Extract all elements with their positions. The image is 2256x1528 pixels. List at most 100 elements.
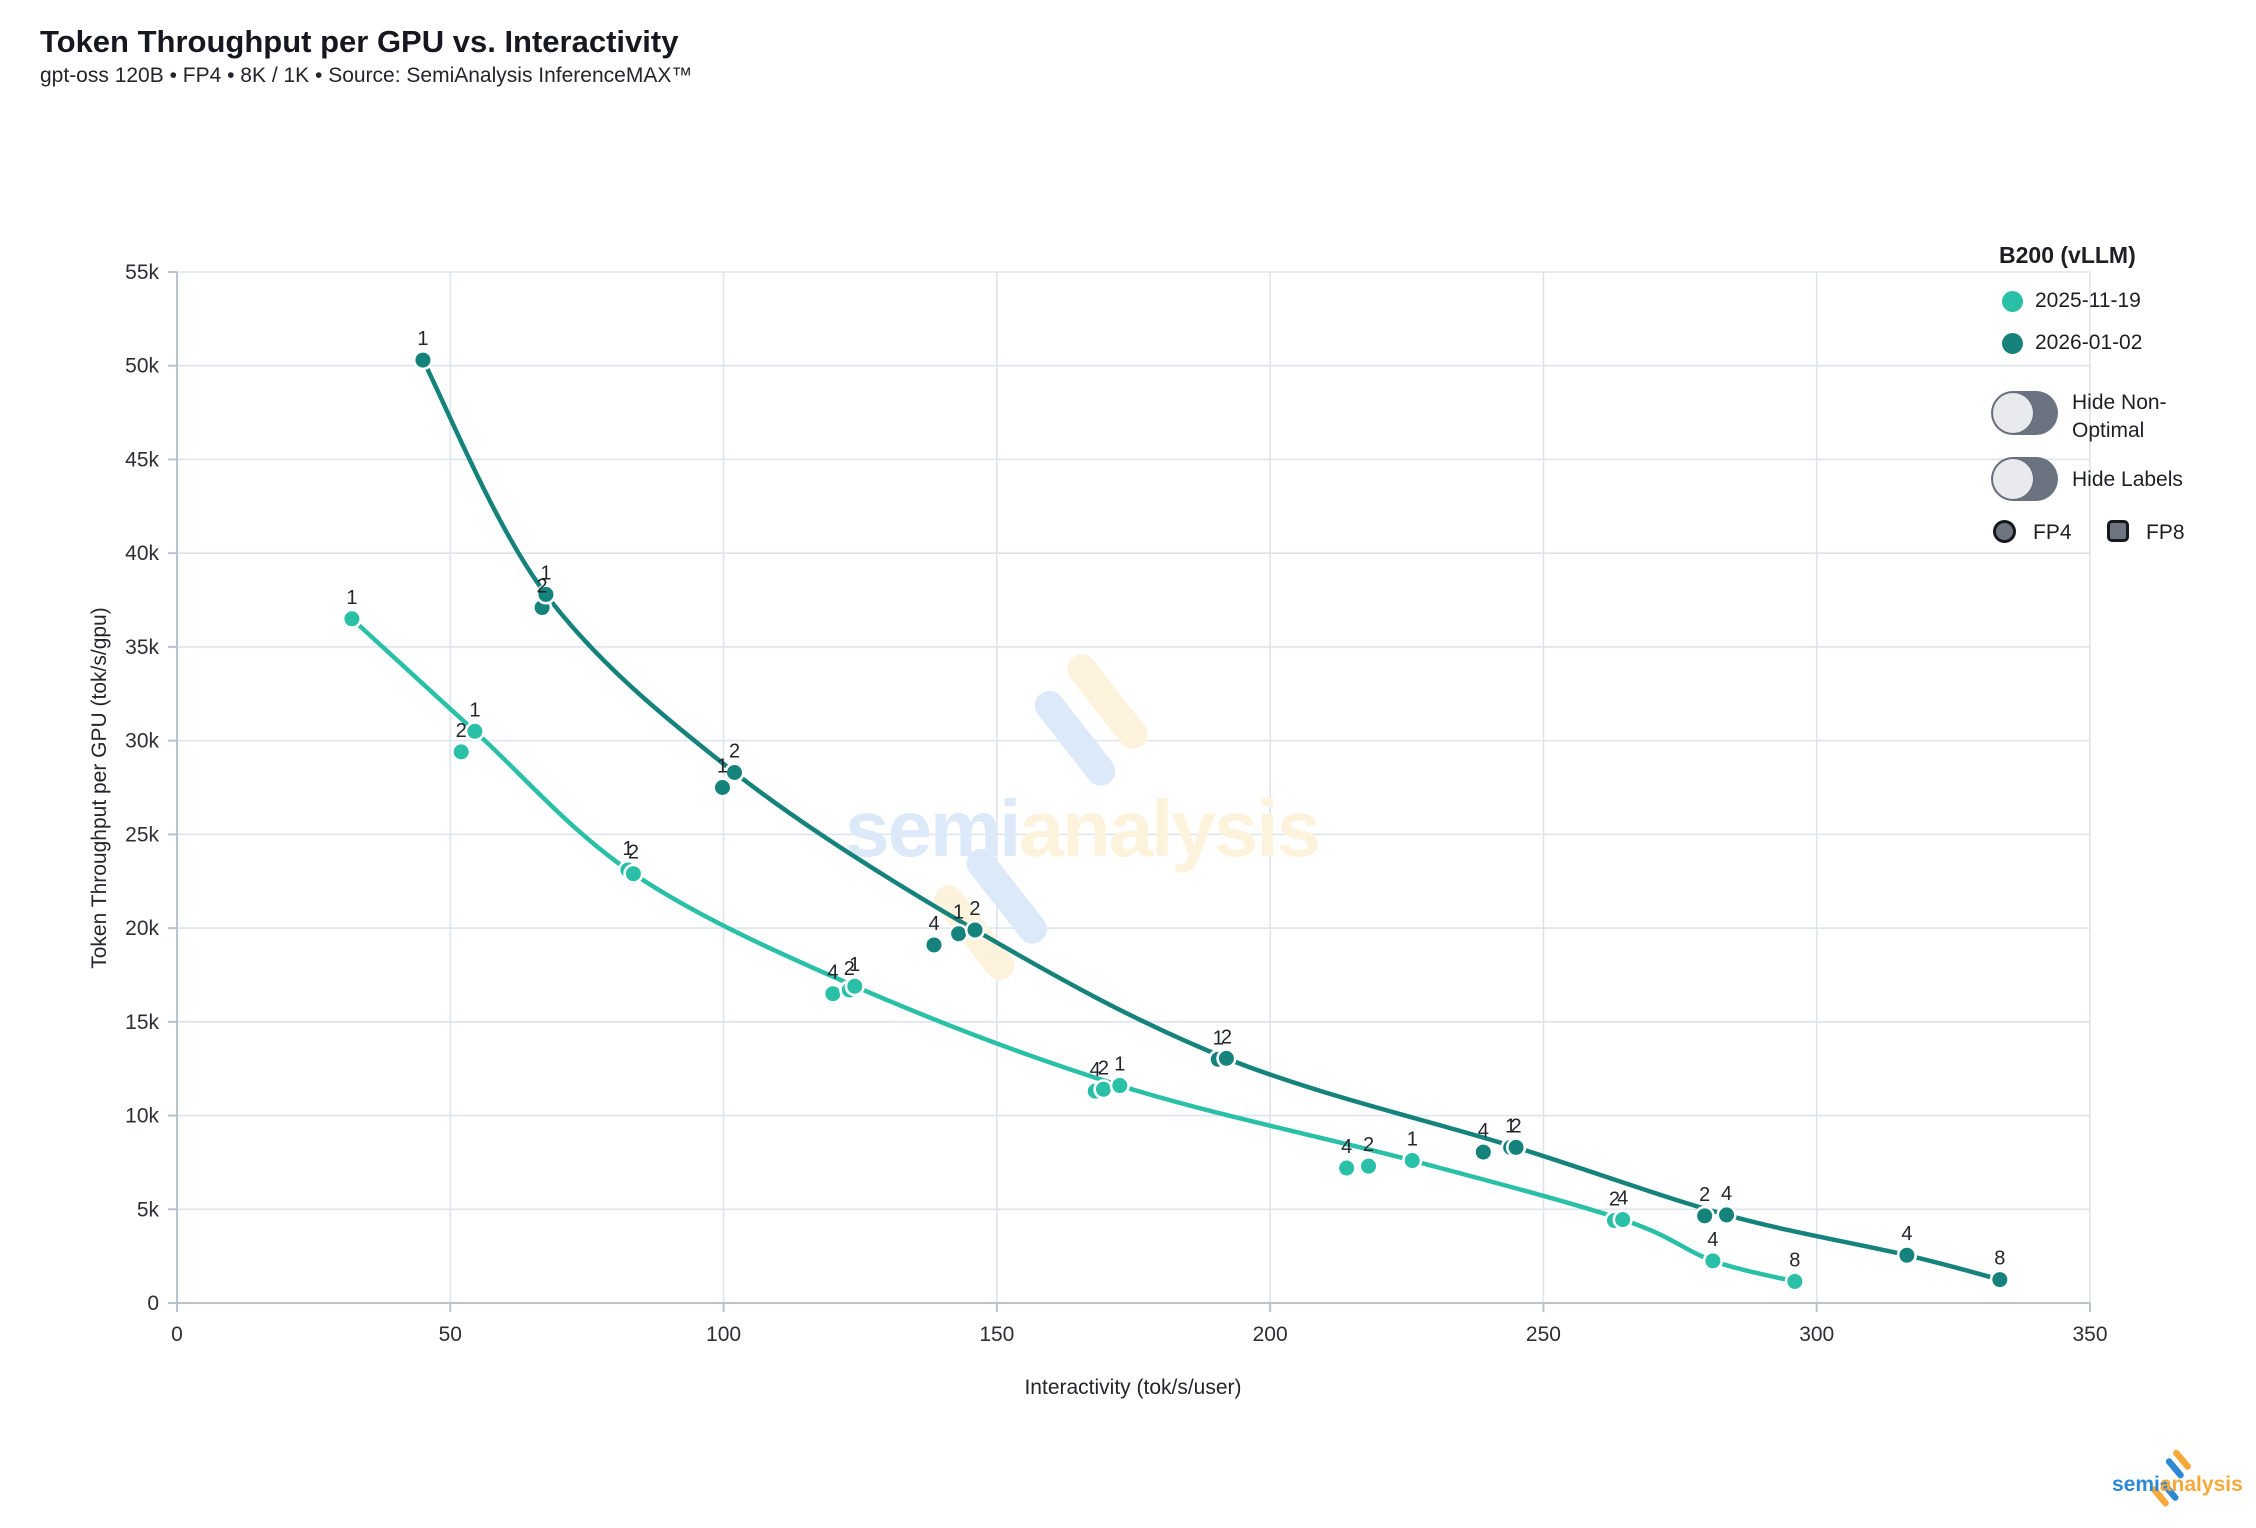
y-tick-label: 50k xyxy=(125,355,159,378)
x-axis-title: Interactivity (tok/s/user) xyxy=(1024,1376,1242,1399)
data-point[interactable] xyxy=(1358,1156,1379,1177)
y-tick-label: 20k xyxy=(125,917,159,940)
point-label: 4 xyxy=(1478,1120,1489,1142)
data-point[interactable] xyxy=(1702,1250,1723,1271)
data-point[interactable] xyxy=(451,741,472,762)
data-point[interactable] xyxy=(844,976,865,997)
point-label: 2 xyxy=(1221,1026,1232,1048)
legend-item-series-0[interactable]: 2025-11-19 xyxy=(2002,289,2141,313)
point-label: 8 xyxy=(1994,1248,2005,1270)
hide-non-optimal-label: Hide Non-Optimal xyxy=(2072,391,2167,442)
x-tick-label: 100 xyxy=(706,1323,741,1346)
y-tick-label: 35k xyxy=(125,636,159,659)
watermark-slash-yellow xyxy=(1067,654,1148,750)
data-point[interactable] xyxy=(1402,1150,1423,1171)
page-subtitle: gpt-oss 120B • FP4 • 8K / 1K • Source: S… xyxy=(40,64,693,87)
point-label: 2 xyxy=(537,576,548,598)
watermark-text: semianalysis xyxy=(845,784,1319,873)
x-tick-label: 150 xyxy=(979,1323,1014,1346)
data-point[interactable] xyxy=(822,983,843,1004)
y-tick-label: 25k xyxy=(125,823,159,846)
point-label: 1 xyxy=(346,587,357,609)
series-line-2026-01-02 xyxy=(420,357,2003,1282)
fp8-marker-icon[interactable] xyxy=(2107,520,2129,542)
y-tick-label: 55k xyxy=(125,261,159,284)
data-point[interactable] xyxy=(1694,1205,1715,1226)
fp8-label: FP8 xyxy=(2146,521,2185,544)
point-label: 1 xyxy=(622,838,633,860)
data-point[interactable] xyxy=(964,919,986,941)
toggle-knob xyxy=(1993,459,2033,499)
logo-slash-yellow xyxy=(2150,1486,2169,1507)
watermark-slash-blue xyxy=(1034,690,1116,786)
point-label: 2 xyxy=(1511,1115,1522,1137)
data-point[interactable] xyxy=(623,863,644,884)
point-label: 2 xyxy=(1609,1189,1620,1211)
watermark-slash-blue xyxy=(966,848,1047,944)
x-tick-label: 350 xyxy=(2072,1323,2107,1346)
legend-item-series-1[interactable]: 2026-01-02 xyxy=(2002,331,2142,355)
y-tick-label: 30k xyxy=(125,730,159,753)
y-axis-title: Token Throughput per GPU (tok/s/gpu) xyxy=(88,607,111,969)
data-point[interactable] xyxy=(464,721,485,742)
point-label: 2 xyxy=(628,842,639,864)
data-point[interactable] xyxy=(1093,1079,1114,1100)
logo-text: semianalysis xyxy=(2112,1473,2243,1496)
x-tick-label: 50 xyxy=(439,1323,462,1346)
hide-labels-toggle[interactable] xyxy=(1991,457,2058,501)
data-point[interactable] xyxy=(1612,1209,1633,1230)
point-label: 4 xyxy=(1341,1136,1352,1158)
series-color-dot xyxy=(2002,290,2023,312)
legend-title: B200 (vLLM) xyxy=(1999,242,2136,268)
logo-slash-blue xyxy=(2160,1480,2179,1501)
data-point[interactable] xyxy=(923,934,945,956)
data-point[interactable] xyxy=(1336,1157,1357,1179)
point-label: 1 xyxy=(1114,1054,1125,1076)
point-label: 1 xyxy=(953,902,964,924)
data-point[interactable] xyxy=(1896,1245,1917,1266)
point-label: 4 xyxy=(827,962,838,984)
y-tick-label: 0 xyxy=(147,1292,159,1315)
fp4-marker-icon[interactable] xyxy=(1993,520,2016,543)
x-tick-label: 300 xyxy=(1799,1323,1834,1346)
hide-non-optimal-toggle[interactable] xyxy=(1991,391,2058,435)
data-point[interactable] xyxy=(724,762,745,783)
point-label: 4 xyxy=(1617,1188,1628,1210)
point-label: 2 xyxy=(1098,1057,1109,1079)
data-point[interactable] xyxy=(535,584,557,605)
watermark: semianalysis xyxy=(845,654,1321,981)
point-label: 2 xyxy=(729,741,740,763)
data-point[interactable] xyxy=(1473,1141,1494,1163)
data-point[interactable] xyxy=(948,923,969,944)
point-label: 1 xyxy=(717,756,728,778)
data-point[interactable] xyxy=(412,350,434,371)
data-point[interactable] xyxy=(1989,1269,2010,1290)
fp4-label: FP4 xyxy=(2033,521,2072,544)
point-label: 1 xyxy=(1505,1115,1516,1137)
semianalysis-logo: semianalysis xyxy=(2112,1449,2243,1507)
point-label: 1 xyxy=(849,954,860,976)
x-tick-label: 200 xyxy=(1253,1323,1288,1346)
point-label: 1 xyxy=(1407,1129,1418,1151)
legend-item-label: 2025-11-19 xyxy=(2035,289,2141,312)
data-point[interactable] xyxy=(1505,1137,1527,1158)
logo-slash-blue xyxy=(2165,1458,2184,1479)
point-label: 1 xyxy=(1213,1027,1224,1049)
data-point[interactable] xyxy=(1716,1204,1737,1225)
point-label: 4 xyxy=(928,913,939,935)
y-tick-label: 45k xyxy=(125,448,159,471)
x-tick-label: 250 xyxy=(1526,1323,1561,1346)
data-point[interactable] xyxy=(1216,1048,1237,1069)
data-point[interactable] xyxy=(1784,1271,1805,1292)
series-line-2025-11-19 xyxy=(349,616,1798,1284)
y-tick-label: 5k xyxy=(137,1198,160,1221)
data-point[interactable] xyxy=(1109,1075,1130,1096)
point-label: 2 xyxy=(1699,1184,1710,1206)
data-point[interactable] xyxy=(712,777,733,798)
x-tick-label: 0 xyxy=(171,1323,183,1346)
point-label: 1 xyxy=(469,699,480,721)
point-label: 2 xyxy=(456,720,467,742)
data-point[interactable] xyxy=(341,608,363,629)
